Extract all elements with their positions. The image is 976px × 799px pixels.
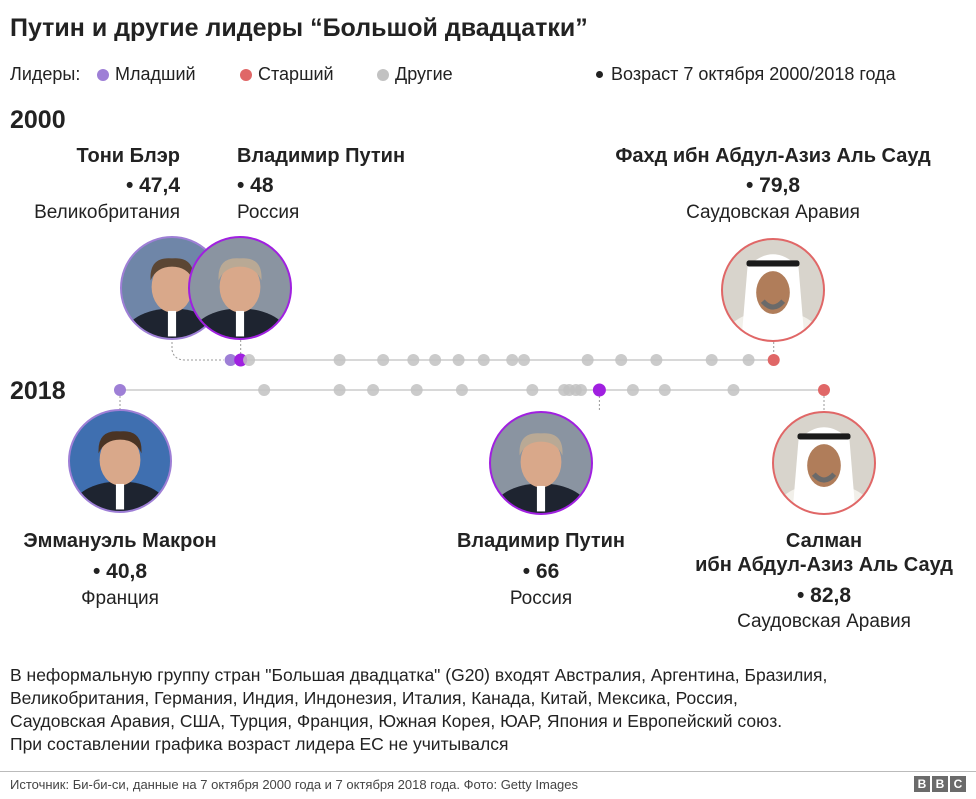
legend-age-note-label: Возраст 7 октября 2000/2018 года — [611, 64, 896, 84]
fahd-age: • 79,8 — [745, 174, 801, 197]
dot-putin-2000-1 — [234, 353, 248, 367]
source-note: Источник: Би-би-си, данные на 7 октября … — [10, 777, 579, 792]
dot-other-2018-13 — [658, 384, 671, 396]
dot-other-2000-9 — [506, 354, 519, 366]
dot-other-2018-10 — [574, 384, 587, 396]
dot-other-2018-5 — [455, 384, 468, 396]
footnote-line-1: В неформальную группу стран "Большая два… — [10, 665, 828, 685]
dot-other-2018-12 — [626, 384, 639, 396]
dot-other-2000-4 — [377, 354, 390, 366]
oldest-dot-icon — [240, 68, 252, 81]
dot-other-2000-8 — [477, 354, 490, 366]
legend: Лидеры: Младший Старший Другие Возраст 7… — [10, 64, 970, 88]
footnote-line-3: Саудовская Аравия, США, Турция, Франция,… — [10, 711, 783, 731]
dot-other-2000-15 — [742, 354, 755, 366]
dot-youngest-2000-0 — [224, 354, 237, 366]
dot-youngest-2018-0 — [114, 384, 126, 396]
putin-2000-photo — [188, 236, 292, 340]
legend-oldest-label: Старший — [258, 64, 334, 84]
salman-age: • 82,8 — [796, 584, 852, 607]
year-2018-label: 2018 — [10, 377, 66, 405]
blair-country: Великобритания — [34, 202, 180, 223]
bbc-logo: B B C — [914, 776, 966, 792]
dot-other-2000-5 — [407, 354, 420, 366]
putin-2018-name: Владимир Путин — [456, 530, 626, 552]
dot-other-2000-2 — [243, 354, 256, 366]
footnote: В неформальную группу стран "Большая два… — [10, 664, 960, 756]
dot-other-2018-2 — [333, 384, 346, 396]
macron-country: Франция — [81, 588, 159, 609]
macron-photo — [68, 409, 172, 513]
bbc-logo-b1: B — [914, 776, 930, 792]
blair-name: Тони Блэр — [76, 145, 180, 167]
dot-other-2000-10 — [517, 354, 530, 366]
putin-2018-country: Россия — [509, 588, 573, 609]
dot-other-2000-13 — [650, 354, 663, 366]
bullet-icon — [596, 71, 603, 78]
fahd-country: Саудовская Аравия — [686, 202, 860, 223]
others-dot-icon — [377, 68, 389, 81]
putin-2018-photo — [489, 411, 593, 515]
macron-age: • 40,8 — [92, 560, 148, 583]
dot-other-2000-11 — [581, 354, 594, 366]
age-dot-chart — [68, 236, 876, 515]
putin-2000-age: • 48 — [237, 174, 274, 197]
bbc-logo-c: C — [950, 776, 966, 792]
dot-other-2018-14 — [727, 384, 740, 396]
salman-name-line2: ибн Абдул-Азиз Аль Сауд — [695, 554, 953, 576]
legend-others-label: Другие — [395, 64, 453, 84]
dot-other-2018-4 — [410, 384, 423, 396]
year-2000-label: 2000 — [10, 106, 66, 134]
connector-blair — [171, 338, 224, 361]
footnote-line-4: При составлении графика возраст лидера Е… — [10, 734, 509, 754]
salman-country: Саудовская Аравия — [737, 611, 911, 632]
bbc-logo-b2: B — [932, 776, 948, 792]
dot-other-2000-3 — [333, 354, 346, 366]
fahd-name: Фахд ибн Абдул-Азиз Аль Сауд — [615, 145, 931, 167]
salman-name-line1: Салман — [785, 530, 863, 552]
putin-2000-country: Россия — [237, 202, 300, 223]
putin-2000-name: Владимир Путин — [237, 145, 406, 167]
salman-photo — [772, 411, 876, 515]
dot-other-2018-6 — [526, 384, 539, 396]
dot-other-2018-1 — [258, 384, 271, 396]
dot-other-2018-3 — [367, 384, 380, 396]
legend-youngest-label: Младший — [115, 64, 196, 84]
putin-2018-age: • 66 — [522, 560, 560, 583]
page-title: Путин и другие лидеры “Большой двадцатки… — [10, 14, 588, 42]
footnote-line-2: Великобритания, Германия, Индия, Индонез… — [10, 688, 738, 708]
macron-name: Эммануэль Макрон — [23, 530, 217, 552]
dot-other-2000-12 — [615, 354, 628, 366]
dot-oldest-2000-16 — [767, 354, 780, 366]
legend-others: Другие — [377, 64, 453, 85]
legend-youngest: Младший — [97, 64, 196, 85]
fahd-photo — [721, 238, 825, 342]
dot-putin-2018-11 — [592, 383, 606, 397]
dot-other-2000-6 — [429, 354, 442, 366]
legend-oldest: Старший — [240, 64, 334, 85]
dot-other-2000-7 — [452, 354, 465, 366]
dot-other-2000-14 — [705, 354, 718, 366]
legend-label: Лидеры: — [10, 64, 81, 84]
youngest-dot-icon — [97, 68, 109, 81]
blair-age: • 47,4 — [125, 174, 180, 197]
dot-oldest-2018-15 — [818, 384, 830, 396]
divider — [0, 771, 976, 772]
legend-age-note: Возраст 7 октября 2000/2018 года — [596, 64, 896, 85]
